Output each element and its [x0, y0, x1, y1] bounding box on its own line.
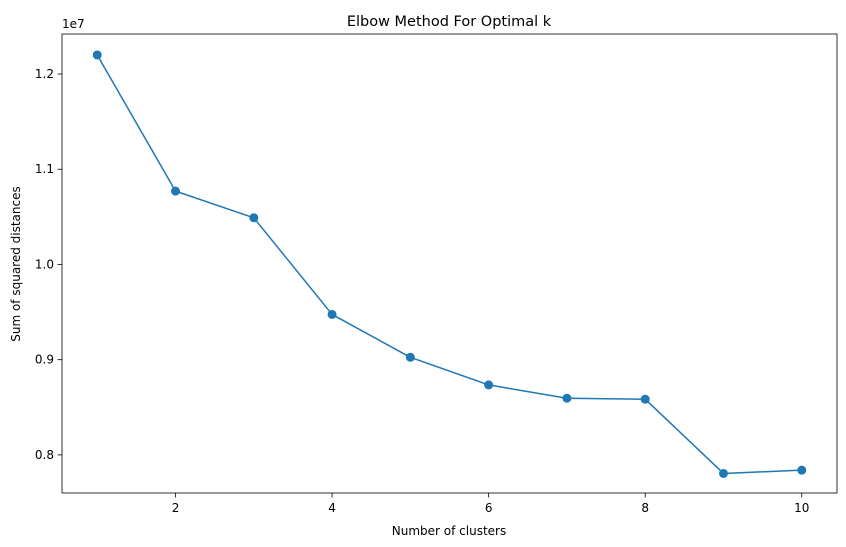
- y-tick-label: 1.2: [35, 67, 54, 81]
- y-tick-label: 0.8: [35, 448, 54, 462]
- data-point: [171, 186, 181, 196]
- axes-frame: [61, 33, 838, 494]
- data-point: [562, 393, 572, 403]
- x-axis-ticks: 2 4 6 8 10: [172, 493, 809, 515]
- series-line: [96, 54, 802, 475]
- y-axis-label: Sum of squared distances: [9, 186, 23, 342]
- data-point: [718, 468, 728, 478]
- data-point: [797, 465, 807, 475]
- y-tick-label: 1.0: [35, 257, 54, 271]
- y-tick-label: 1.1: [35, 162, 54, 176]
- y-tick-label: 0.9: [35, 353, 54, 367]
- x-tick-label: 2: [172, 501, 180, 515]
- data-point: [484, 380, 494, 390]
- data-point: [405, 352, 415, 362]
- data-point: [92, 50, 102, 60]
- y-axis-ticks: 0.8 0.9 1.0 1.1 1.2: [35, 67, 62, 462]
- x-tick-label: 10: [794, 501, 809, 515]
- data-point: [640, 394, 650, 404]
- y-axis-offset-label: 1e7: [62, 17, 85, 31]
- x-tick-label: 6: [485, 501, 493, 515]
- plot-area: [61, 33, 838, 494]
- data-point: [249, 213, 259, 223]
- data-point: [327, 309, 337, 319]
- chart-title: Elbow Method For Optimal k: [347, 14, 552, 30]
- series-layer: [92, 50, 807, 478]
- x-axis-label: Number of clusters: [392, 524, 506, 538]
- x-tick-label: 4: [328, 501, 336, 515]
- x-tick-label: 8: [641, 501, 649, 515]
